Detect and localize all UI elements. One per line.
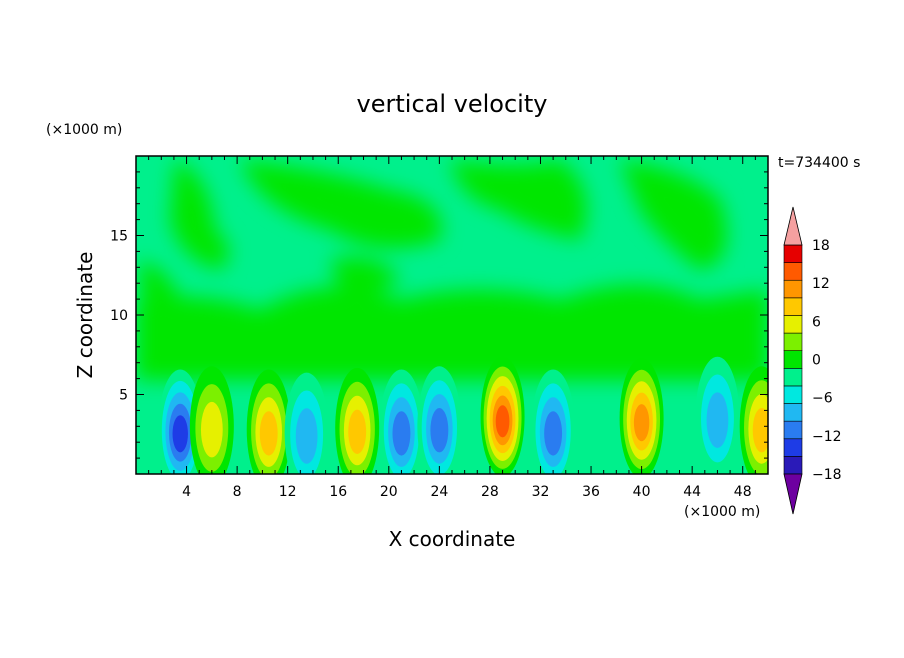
upper-patch-6 [330,257,400,294]
y-tick-label: 15 [110,229,128,245]
cell-11 [695,356,740,474]
cell-10-contour-5 [633,404,650,442]
upper-patch-5 [140,260,180,304]
cell-8 [480,356,525,474]
x-tick-label: 8 [233,484,242,500]
x-axis-label: X coordinate [389,527,516,551]
cell-4 [284,372,329,474]
colorbar: 18 12 6 0 −6 −12 −18 [783,206,842,515]
x-tick-label: 36 [582,484,600,500]
colorbar-segment [783,332,803,351]
cell-12 [739,366,768,474]
x-tick-label: 32 [532,484,550,500]
upper-patch-1 [170,160,229,270]
x-tick-label: 12 [279,484,297,500]
cell-4-contour-3 [295,408,318,464]
chart-title: vertical velocity [357,90,548,118]
cell-3 [246,369,291,474]
colorbar-segment [783,438,803,457]
colorbar-lower-arrow [783,473,803,515]
y-tick-label: 5 [119,388,128,404]
x-tick-label: 40 [633,484,651,500]
cell-6 [379,369,424,474]
cell-9 [531,369,576,474]
x-unit-label: (×1000 m) [684,504,760,520]
colorbar-segment [783,244,803,263]
colorbar-segment [783,420,803,440]
cell-5-contour-4 [348,409,367,454]
colorbar-segment [783,385,803,404]
colorbar-segment [783,403,803,422]
x-tick-label: 24 [430,484,448,500]
upper-patch-2 [240,160,442,248]
cell-12-contour-4 [752,408,768,453]
cell-9-contour-4 [544,411,563,456]
x-axis-ticks: 4 8 12 16 20 24 28 32 36 40 44 48 [148,156,756,500]
x-tick-label: 48 [734,484,752,500]
colorbar-segment [783,456,803,475]
cell-2 [189,366,234,474]
cell-3-contour-4 [259,411,278,456]
weak-updraft-patches [136,160,768,380]
cell-7-contour-4 [430,408,449,453]
cell-1 [158,369,203,474]
y-unit-label: (×1000 m) [46,122,122,138]
time-label: t=734400 s [778,155,860,171]
x-tick-label: 20 [380,484,398,500]
cell-8-contour-6 [495,405,510,438]
colorbar-segment [783,368,803,387]
upper-patch-4 [620,160,727,270]
colorbar-tick-label: 18 [812,238,830,254]
cell-5 [335,367,380,474]
x-tick-label: 28 [481,484,499,500]
colorbar-tick-label: −12 [812,429,842,445]
x-tick-label: 44 [683,484,701,500]
x-tick-label: 16 [329,484,347,500]
colorbar-upper-arrow [783,206,803,246]
colorbar-segment [783,350,803,369]
colorbar-tick-label: −6 [812,391,833,407]
colorbar-segment [783,279,803,299]
cell-6-contour-4 [392,411,411,456]
cell-2-contour-3 [200,401,223,458]
y-axis-ticks: 5 10 15 [110,171,768,459]
colorbar-tick-label: 0 [812,353,821,369]
y-tick-label: 10 [110,308,128,324]
convective-cells [158,356,768,474]
colorbar-tick-label: 12 [812,276,830,292]
upper-patch-3 [450,160,587,240]
cell-1-contour-5 [172,415,188,453]
cell-11-contour-3 [706,392,729,448]
colorbar-tick-label: 6 [812,314,821,330]
velocity-field [136,156,768,474]
x-tick-label: 4 [182,484,191,500]
y-axis-label: Z coordinate [73,252,97,379]
mid-level-updraft-band [136,285,768,380]
colorbar-segment [783,262,803,281]
cell-10 [619,358,664,474]
colorbar-segment [783,297,803,316]
colorbar-tick-label: −18 [812,467,842,483]
cell-7 [417,366,462,474]
colorbar-segment [783,315,803,334]
